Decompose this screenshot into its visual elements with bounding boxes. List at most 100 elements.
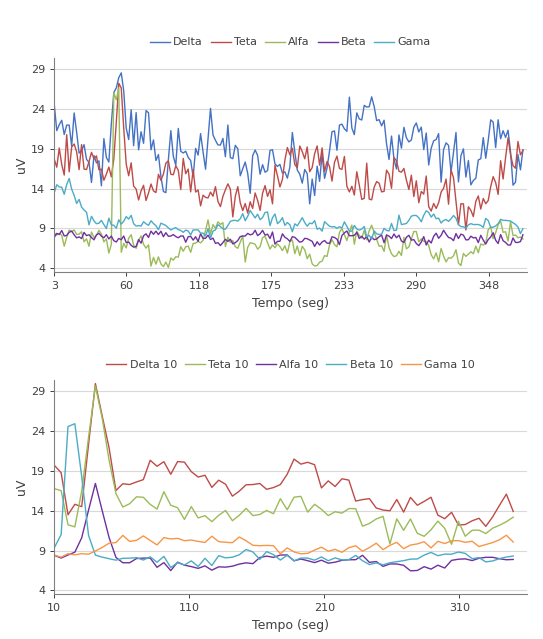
Delta <box>51 101 58 109</box>
Beta 10 <box>51 544 58 551</box>
Gama <box>187 231 194 239</box>
Teta <box>162 159 169 167</box>
Alfa <box>51 229 58 237</box>
Gama 10 <box>462 539 469 546</box>
Teta 10 <box>421 532 427 540</box>
Teta 10 <box>449 541 455 548</box>
Beta 10 <box>483 558 489 566</box>
Gama <box>368 235 375 243</box>
Gama <box>51 189 58 196</box>
Delta <box>306 200 313 208</box>
Teta 10 <box>483 530 489 537</box>
Gama <box>103 225 110 233</box>
Delta 10 <box>387 507 393 514</box>
Beta 10 <box>394 558 400 566</box>
Alfa <box>100 238 107 246</box>
Gama 10 <box>387 541 393 549</box>
Beta <box>292 233 298 241</box>
Gama 10 <box>51 551 58 559</box>
Gama <box>66 174 72 182</box>
Teta <box>195 186 201 194</box>
Gama <box>162 222 169 229</box>
Beta <box>162 229 169 236</box>
Y-axis label: uV: uV <box>15 157 28 173</box>
Beta <box>520 231 526 238</box>
Alfa <box>269 241 276 249</box>
Alfa <box>520 235 526 243</box>
Beta <box>130 243 137 251</box>
Gama 10 <box>510 538 516 546</box>
Alfa 10 <box>51 551 58 559</box>
Teta <box>463 226 469 234</box>
Line: Delta: Delta <box>54 73 523 204</box>
Line: Beta: Beta <box>54 230 523 247</box>
Line: Alfa: Alfa <box>54 88 523 268</box>
Teta 10 <box>366 520 372 527</box>
Alfa <box>190 240 197 247</box>
Line: Teta: Teta <box>54 83 523 230</box>
Alfa 10 <box>428 566 434 573</box>
Gama 10 <box>503 532 510 539</box>
Delta 10 <box>469 517 475 525</box>
Gama <box>267 222 273 229</box>
Line: Beta 10: Beta 10 <box>54 424 513 567</box>
Alfa 10 <box>387 560 393 568</box>
Beta 10 <box>373 559 380 567</box>
Line: Alfa 10: Alfa 10 <box>54 484 513 571</box>
Beta <box>100 234 107 242</box>
Gama <box>520 225 526 233</box>
Line: Delta 10: Delta 10 <box>54 383 513 527</box>
Gama <box>289 228 295 236</box>
Delta <box>267 147 273 155</box>
Delta 10 <box>92 380 99 387</box>
Beta <box>195 238 201 245</box>
Alfa 10 <box>510 555 516 563</box>
Beta <box>187 233 194 240</box>
Gama 10 <box>476 543 482 550</box>
Gama <box>195 226 201 234</box>
Legend: Delta 10, Teta 10, Alfa 10, Beta 10, Gama 10: Delta 10, Teta 10, Alfa 10, Beta 10, Gam… <box>102 355 479 374</box>
Delta <box>118 69 124 77</box>
Delta 10 <box>51 461 58 469</box>
Delta <box>100 135 107 142</box>
X-axis label: Tempo (seg): Tempo (seg) <box>252 619 329 632</box>
Delta 10 <box>483 523 489 530</box>
Delta <box>187 157 194 164</box>
Delta <box>195 151 201 159</box>
Gama 10 <box>421 538 427 546</box>
Delta 10 <box>510 507 516 515</box>
X-axis label: Tempo (seg): Tempo (seg) <box>252 296 329 310</box>
Beta 10 <box>510 552 516 560</box>
Teta 10 <box>387 540 393 548</box>
Delta <box>162 189 169 196</box>
Y-axis label: uV: uV <box>15 479 28 495</box>
Alfa 10 <box>92 480 99 488</box>
Beta 10 <box>72 420 78 427</box>
Delta <box>520 146 526 153</box>
Alfa 10 <box>483 553 489 561</box>
Teta 10 <box>469 527 475 534</box>
Teta <box>100 176 107 184</box>
Beta <box>51 233 58 241</box>
Gama 10 <box>469 537 475 545</box>
Alfa <box>292 250 298 258</box>
Teta 10 <box>51 485 58 493</box>
Gama 10 <box>58 553 65 561</box>
Alfa <box>165 264 172 272</box>
Alfa 10 <box>407 567 414 574</box>
Legend: Delta, Teta, Alfa, Beta, Gama: Delta, Teta, Alfa, Beta, Gama <box>146 33 435 52</box>
Delta 10 <box>421 498 427 505</box>
Alfa <box>197 239 204 247</box>
Beta <box>252 226 258 234</box>
Beta 10 <box>167 564 174 571</box>
Delta 10 <box>476 514 482 522</box>
Teta <box>289 144 295 152</box>
Teta <box>520 147 526 155</box>
Line: Gama: Gama <box>54 178 523 239</box>
Teta 10 <box>510 513 516 521</box>
Beta 10 <box>469 555 475 562</box>
Beta 10 <box>428 549 434 557</box>
Teta <box>116 79 122 87</box>
Gama 10 <box>366 544 372 551</box>
Teta 10 <box>476 527 482 534</box>
